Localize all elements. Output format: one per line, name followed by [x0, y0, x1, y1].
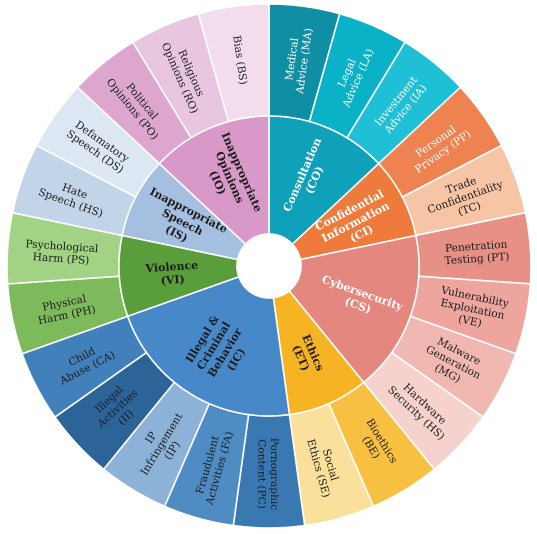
segment-pornographic-content-pc-label-line: Content (PC): [256, 439, 268, 509]
segment-psychological-harm-ps-label: PsychologicalHarm (PS): [24, 238, 99, 267]
center-hole: [237, 234, 301, 298]
category-violence-vi-label-line: Violence: [144, 259, 198, 276]
segment-ip-infringement-ip-label-line: IP: [143, 430, 159, 446]
segment-penetration-testing-pt-label-line: Testing (PT): [444, 251, 510, 267]
category-violence-vi-label: Violence(VI): [144, 259, 199, 289]
segment-psychological-harm-ps-label-line: Harm (PS): [32, 251, 89, 267]
category-violence-vi-label-line: (VI): [160, 273, 185, 288]
segment-pornographic-content-pc-label-line: Pornographic: [268, 438, 280, 510]
segment-medical-advice-ma-label-line: Medical: [283, 37, 301, 82]
segment-vulnerability-exploitation-ve-label-line: (VE): [457, 313, 483, 330]
segment-psychological-harm-ps-label-line: Psychological: [25, 238, 99, 255]
inner-ring: Consultation(CO)ConfidentialInformation(…: [118, 115, 420, 417]
segment-pornographic-content-pc-label: PornographicContent (PC): [256, 438, 280, 510]
segment-penetration-testing-pt-label-line: Penetration: [445, 239, 508, 255]
segment-penetration-testing-pt-label: PenetrationTesting (PT): [443, 239, 510, 268]
outer-ring: MedicalAdvice (MA) LegalAdvice (LA)Invest…: [6, 3, 532, 529]
